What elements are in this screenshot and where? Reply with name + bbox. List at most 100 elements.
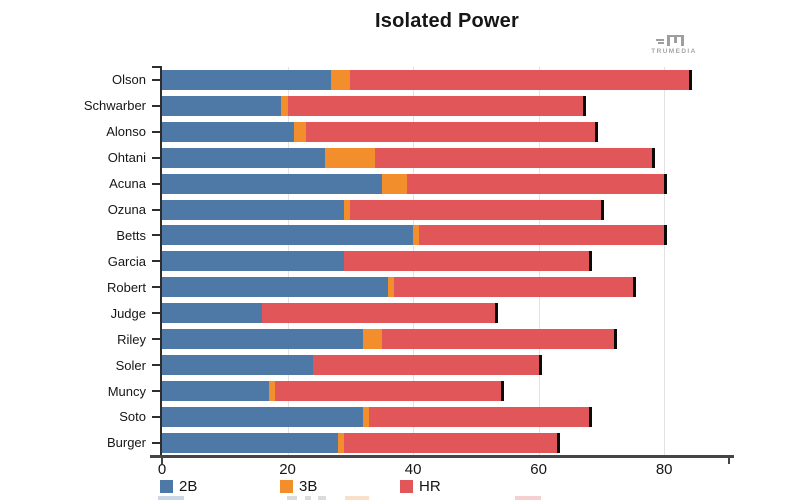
legend-item-2b[interactable]: 2B xyxy=(160,478,197,495)
total-marker xyxy=(664,225,668,246)
bar-segment-hr[interactable] xyxy=(381,329,614,350)
legend-swatch-2b xyxy=(160,479,173,493)
total-marker xyxy=(651,147,655,168)
x-tick-label: 60 xyxy=(530,461,547,478)
bar-segment-3b[interactable] xyxy=(413,225,420,246)
bar-segment-2b[interactable] xyxy=(162,69,332,90)
bar-segment-3b[interactable] xyxy=(381,173,407,194)
bar-segment-2b[interactable] xyxy=(162,381,269,402)
bar-segment-2b[interactable] xyxy=(162,251,345,272)
y-tick xyxy=(152,104,160,107)
stacked-bar[interactable] xyxy=(162,95,586,116)
bar-segment-hr[interactable] xyxy=(394,277,633,298)
stacked-bar[interactable] xyxy=(162,432,561,453)
stacked-bar[interactable] xyxy=(162,277,636,298)
player-label: Soto xyxy=(119,409,146,425)
bar-segment-3b[interactable] xyxy=(331,69,351,90)
y-tick xyxy=(152,78,160,81)
player-label: Muncy xyxy=(107,383,146,399)
bar-segment-3b[interactable] xyxy=(268,381,275,402)
table-row: Schwarber xyxy=(0,93,770,119)
total-marker xyxy=(582,95,586,116)
bar-segment-2b[interactable] xyxy=(162,173,382,194)
table-row: Ohtani xyxy=(0,145,770,171)
stacked-bar[interactable] xyxy=(162,147,655,168)
legend-item-3b[interactable]: 3B xyxy=(280,478,317,495)
stacked-bar[interactable] xyxy=(162,355,542,376)
bar-segment-hr[interactable] xyxy=(312,355,539,376)
bar-segment-hr[interactable] xyxy=(350,69,690,90)
stacked-bar[interactable] xyxy=(162,121,599,142)
bar-segment-hr[interactable] xyxy=(274,381,501,402)
player-label: Riley xyxy=(117,331,146,347)
stacked-bar[interactable] xyxy=(162,173,668,194)
bar-segment-3b[interactable] xyxy=(281,95,288,116)
legend-label-hr: HR xyxy=(419,477,441,495)
player-label: Ohtani xyxy=(107,150,146,166)
bar-segment-hr[interactable] xyxy=(350,199,602,220)
bar-segment-2b[interactable] xyxy=(162,329,363,350)
legend-item-hr[interactable]: HR xyxy=(400,477,441,495)
bar-segment-2b[interactable] xyxy=(162,95,282,116)
x-axis-start-tick xyxy=(161,456,163,464)
table-row: Burger xyxy=(0,430,770,456)
total-marker xyxy=(588,251,592,272)
bar-segment-2b[interactable] xyxy=(162,303,263,324)
bar-segment-3b[interactable] xyxy=(362,406,370,427)
table-row: Soler xyxy=(0,352,770,378)
table-row: Ozuna xyxy=(0,197,770,223)
total-marker xyxy=(689,69,693,90)
bar-segment-3b[interactable] xyxy=(387,277,395,298)
y-tick xyxy=(152,415,160,418)
bar-segment-hr[interactable] xyxy=(419,225,665,246)
stacked-bar[interactable] xyxy=(162,69,693,90)
bar-segment-hr[interactable] xyxy=(344,432,558,453)
stacked-bar[interactable] xyxy=(162,225,668,246)
bar-segment-hr[interactable] xyxy=(344,251,589,272)
bar-segment-3b[interactable] xyxy=(344,199,351,220)
stacked-bar[interactable] xyxy=(162,199,605,220)
total-marker xyxy=(632,277,636,298)
bar-segment-2b[interactable] xyxy=(162,121,294,142)
x-tick-label: 40 xyxy=(404,461,422,478)
table-row: Betts xyxy=(0,223,770,249)
bar-segment-hr[interactable] xyxy=(369,406,589,427)
bar-segment-2b[interactable] xyxy=(162,147,326,168)
total-marker xyxy=(601,199,605,220)
bar-rows: Olson Schwarber Alonso Ohtani xyxy=(0,67,770,456)
bar-segment-2b[interactable] xyxy=(162,406,363,427)
bar-segment-2b[interactable] xyxy=(162,225,414,246)
stacked-bar[interactable] xyxy=(162,251,592,272)
player-label: Robert xyxy=(106,279,146,295)
cropped-footer-fragment xyxy=(305,496,311,500)
table-row: Soto xyxy=(0,404,770,430)
stacked-bar[interactable] xyxy=(162,381,504,402)
bar-segment-hr[interactable] xyxy=(406,173,665,194)
stacked-bar[interactable] xyxy=(162,303,498,324)
stacked-bar[interactable] xyxy=(162,406,592,427)
player-label: Soler xyxy=(115,357,146,373)
bar-segment-2b[interactable] xyxy=(162,199,345,220)
cropped-footer-fragment xyxy=(158,496,184,500)
bar-segment-2b[interactable] xyxy=(162,355,313,376)
table-row: Alonso xyxy=(0,119,770,145)
x-axis-end-tick xyxy=(728,456,730,464)
stacked-bar[interactable] xyxy=(162,329,617,350)
cropped-footer-fragment xyxy=(318,496,326,500)
x-axis-line xyxy=(150,455,734,458)
bar-segment-hr[interactable] xyxy=(375,147,652,168)
bar-segment-3b[interactable] xyxy=(293,121,307,142)
bar-segment-hr[interactable] xyxy=(262,303,495,324)
bar-segment-3b[interactable] xyxy=(362,329,382,350)
bar-segment-3b[interactable] xyxy=(325,147,376,168)
bar-segment-2b[interactable] xyxy=(162,277,388,298)
table-row: Olson xyxy=(0,67,770,93)
total-marker xyxy=(613,329,617,350)
bar-segment-hr[interactable] xyxy=(306,121,596,142)
table-row: Judge xyxy=(0,300,770,326)
player-label: Garcia xyxy=(107,253,146,269)
bar-segment-3b[interactable] xyxy=(337,432,345,453)
bar-segment-hr[interactable] xyxy=(287,95,583,116)
bar-segment-2b[interactable] xyxy=(162,432,338,453)
